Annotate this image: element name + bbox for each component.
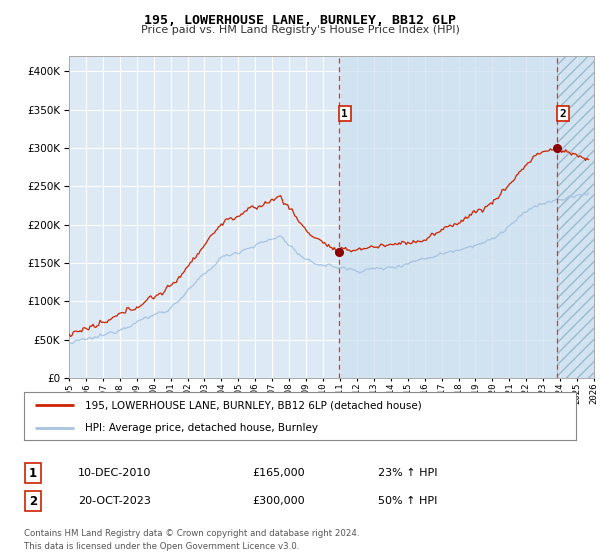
Text: £300,000: £300,000 [252, 496, 305, 506]
Text: Price paid vs. HM Land Registry's House Price Index (HPI): Price paid vs. HM Land Registry's House … [140, 25, 460, 35]
Bar [339, 56, 594, 378]
Text: 20-OCT-2023: 20-OCT-2023 [78, 496, 151, 506]
Text: Contains HM Land Registry data © Crown copyright and database right 2024.: Contains HM Land Registry data © Crown c… [24, 529, 359, 538]
Text: HPI: Average price, detached house, Burnley: HPI: Average price, detached house, Burn… [85, 423, 318, 433]
Text: £165,000: £165,000 [252, 468, 305, 478]
Text: 23% ↑ HPI: 23% ↑ HPI [378, 468, 437, 478]
Text: 195, LOWERHOUSE LANE, BURNLEY, BB12 6LP (detached house): 195, LOWERHOUSE LANE, BURNLEY, BB12 6LP … [85, 400, 421, 410]
Text: 195, LOWERHOUSE LANE, BURNLEY, BB12 6LP: 195, LOWERHOUSE LANE, BURNLEY, BB12 6LP [144, 14, 456, 27]
Bar [557, 56, 594, 378]
Text: This data is licensed under the Open Government Licence v3.0.: This data is licensed under the Open Gov… [24, 542, 299, 551]
Text: 2: 2 [29, 494, 37, 508]
Text: 50% ↑ HPI: 50% ↑ HPI [378, 496, 437, 506]
Text: 1: 1 [29, 466, 37, 480]
Text: 2: 2 [559, 109, 566, 119]
Text: 10-DEC-2010: 10-DEC-2010 [78, 468, 151, 478]
Text: 1: 1 [341, 109, 348, 119]
